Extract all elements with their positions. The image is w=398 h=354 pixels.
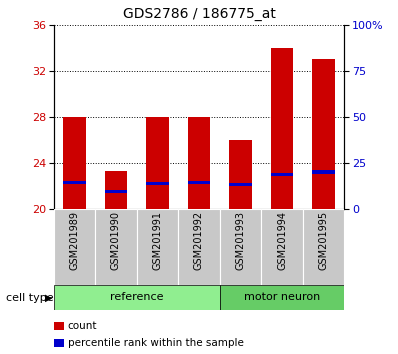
Text: GSM201993: GSM201993	[236, 211, 246, 270]
Text: GSM201991: GSM201991	[152, 211, 162, 270]
Bar	[271, 48, 293, 209]
Bar	[105, 171, 127, 209]
Bar	[220, 285, 344, 310]
Bar	[146, 182, 169, 185]
Bar	[312, 59, 335, 209]
Text: ▶: ▶	[45, 293, 52, 303]
Text: GSM201995: GSM201995	[318, 211, 328, 270]
Bar	[54, 209, 95, 285]
Bar	[187, 117, 211, 209]
Bar	[229, 183, 252, 187]
Bar	[271, 173, 293, 176]
Text: count: count	[68, 321, 97, 331]
Bar	[220, 209, 261, 285]
Text: cell type: cell type	[6, 293, 54, 303]
Text: GSM201994: GSM201994	[277, 211, 287, 270]
Bar	[312, 170, 335, 174]
Bar	[229, 140, 252, 209]
Bar	[54, 285, 220, 310]
Text: motor neuron: motor neuron	[244, 292, 320, 302]
Bar	[187, 181, 211, 184]
Bar	[261, 209, 303, 285]
Text: GSM201989: GSM201989	[70, 211, 80, 270]
Bar	[137, 209, 178, 285]
Bar	[63, 117, 86, 209]
Bar	[178, 209, 220, 285]
Bar	[95, 209, 137, 285]
Text: percentile rank within the sample: percentile rank within the sample	[68, 338, 244, 348]
Title: GDS2786 / 186775_at: GDS2786 / 186775_at	[123, 7, 275, 21]
Text: GSM201990: GSM201990	[111, 211, 121, 270]
Bar	[105, 190, 127, 193]
Text: reference: reference	[110, 292, 164, 302]
Bar	[63, 181, 86, 184]
Text: GSM201992: GSM201992	[194, 211, 204, 270]
Bar	[146, 117, 169, 209]
Bar	[303, 209, 344, 285]
